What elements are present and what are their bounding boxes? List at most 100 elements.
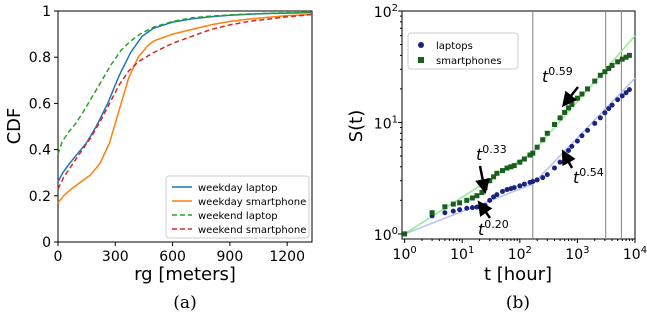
data-point: [464, 205, 470, 211]
legend-label: weekday smartphone: [198, 197, 306, 208]
annotation-arrow: [477, 200, 493, 219]
data-point: [527, 152, 533, 158]
data-point: [464, 197, 470, 203]
data-point: [569, 143, 575, 149]
y-tick-label: 0.6: [29, 96, 51, 112]
data-point: [551, 121, 557, 127]
annotation-label: t0.54: [573, 166, 604, 187]
data-point: [602, 110, 608, 116]
data-point: [565, 105, 571, 111]
data-point: [474, 204, 480, 210]
panel-b-xlabel: t [hour]: [484, 264, 552, 285]
data-point: [585, 86, 591, 92]
data-point: [551, 165, 557, 171]
data-point: [569, 101, 575, 107]
y-tick-label-exponent: 1: [392, 114, 398, 125]
data-point: [606, 106, 612, 112]
legend-box: [407, 32, 519, 70]
y-tick-label-base: 10: [374, 228, 392, 244]
data-point: [585, 127, 591, 133]
x-tick-label: 102: [508, 245, 532, 263]
x-tick-label-base: 10: [623, 247, 641, 263]
data-point: [508, 164, 514, 170]
series-line: [57, 13, 313, 204]
data-point: [499, 168, 505, 174]
panel-a-xlabel: rg [meters]: [134, 264, 236, 285]
data-point: [479, 190, 485, 196]
data-point: [442, 204, 448, 210]
series-line: [57, 11, 313, 155]
x-tick-label-base: 10: [393, 247, 411, 263]
annotation-base: t: [542, 67, 549, 86]
data-point: [450, 201, 456, 207]
x-tick-label-exponent: 1: [468, 245, 474, 256]
panel-b-frame: [401, 10, 636, 240]
data-point: [609, 102, 615, 108]
data-point: [442, 210, 448, 216]
data-point: [499, 189, 505, 195]
data-point: [517, 159, 523, 165]
x-tick-label-base: 10: [565, 247, 583, 263]
data-point: [592, 78, 598, 84]
panel-b-caption: (b): [506, 293, 530, 313]
data-point: [619, 93, 625, 99]
data-point: [626, 87, 632, 93]
data-point: [540, 137, 546, 143]
legend-label: weekday laptop: [198, 183, 278, 194]
x-tick-label-base: 10: [508, 247, 526, 263]
y-tick-label: 0.4: [29, 143, 51, 159]
panel-a: 0 300 600 900 1200 0 0.2 0.4 0.6 0.8 1 CDF rg [met…: [4, 4, 313, 313]
data-point: [521, 156, 527, 162]
data-point: [606, 65, 612, 71]
panel-a-ylabel: CDF: [4, 108, 25, 145]
series-line: [57, 11, 313, 183]
data-point: [474, 193, 480, 199]
panel-b-legend: laptops smartphones: [407, 32, 519, 70]
data-point: [597, 72, 603, 78]
y-tick-label-exponent: 0: [392, 226, 398, 237]
data-point: [469, 195, 475, 201]
x-tick-label-exponent: 2: [526, 245, 532, 256]
data-point: [534, 177, 540, 183]
data-point: [562, 109, 568, 115]
y-tick-label-base: 10: [374, 5, 392, 21]
data-point: [544, 130, 550, 136]
data-point: [491, 174, 497, 180]
annotation-base: t: [478, 220, 485, 239]
legend-marker: [418, 57, 424, 63]
y-tick-label: 0.2: [29, 189, 51, 205]
data-point: [530, 179, 536, 185]
panel-a-ticks: 0 300 600 900 1200 0 0.2 0.4 0.6 0.8 1: [29, 4, 305, 265]
data-point: [494, 192, 500, 198]
y-tick-label: 1: [42, 4, 51, 20]
annotation-exponent: 0.59: [548, 65, 573, 78]
annotation-exponent: 0.54: [579, 166, 604, 179]
data-point: [504, 187, 510, 193]
x-tick-label: 1200: [269, 249, 305, 265]
data-point: [511, 185, 517, 191]
y-tick-label-exponent: 2: [392, 3, 398, 14]
fit-line: [532, 77, 636, 185]
data-point: [487, 197, 493, 203]
data-point: [615, 59, 621, 65]
data-point: [565, 148, 571, 154]
x-tick-label: 0: [54, 249, 63, 265]
data-point: [517, 183, 523, 189]
data-point: [574, 95, 580, 101]
annotation-base: t: [476, 145, 483, 164]
data-point: [626, 52, 632, 58]
panel-a-lines: [57, 11, 313, 204]
panel-a-legend: weekday laptop weekday smartphone weekend …: [165, 175, 310, 239]
data-point: [450, 208, 456, 214]
x-tick-label: 600: [159, 249, 186, 265]
data-point: [534, 144, 540, 150]
data-point: [592, 120, 598, 126]
y-tick-label: 100: [374, 226, 398, 244]
data-point: [521, 181, 527, 187]
data-point: [597, 115, 603, 121]
data-point: [540, 175, 546, 181]
x-tick-label: 101: [450, 245, 474, 263]
data-point: [623, 90, 629, 96]
